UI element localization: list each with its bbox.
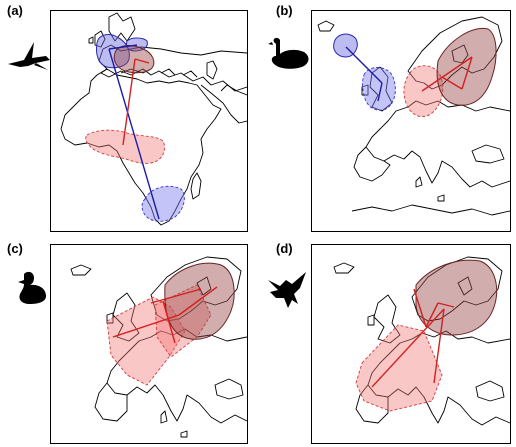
migration-route-blue [108,48,160,220]
coastline-britain [367,294,401,344]
coastline-iceland [333,262,355,274]
map-b-svg [317,16,510,216]
migration-route-red-d [162,300,176,344]
breeding-area-baltic [126,37,148,52]
coastline-black-sea [475,380,505,402]
migration-route-red-b [178,286,218,316]
panel-a-label: (a) [7,3,23,18]
migration-route-red-b [433,308,445,384]
tern-icon [8,42,50,70]
coastline-iberia [353,146,391,182]
swan-icon [268,37,309,69]
coastline-mediterranean-islands [415,176,445,202]
migration-route-red-c [150,288,202,304]
coastline-iceland [317,20,335,32]
coastline-caspian [206,60,218,80]
migration-route-red-e [437,302,455,308]
migration-route-red [421,56,473,92]
coastline-iberia [355,384,389,424]
migration-route-blue-b [377,82,383,102]
map-c-svg [70,256,247,438]
map-panel-a [50,10,248,232]
coastline-africa [351,204,510,216]
coastline-black-sea [214,378,244,400]
breeding-area-iceland [333,33,358,58]
coastline-britain [106,292,140,342]
panel-b-label: (b) [276,3,293,18]
migration-route-blue [345,46,383,84]
coastline-scandinavia [108,12,136,42]
coastline-europe [365,100,510,188]
map-panel-c [50,244,248,444]
coastline-iberia-africa [60,68,222,226]
migration-route-blue-local [108,44,138,50]
coastline-black-sea [471,144,505,164]
coastline-britain [88,30,106,48]
coastline-islands [160,410,188,438]
map-panel-d [311,244,511,444]
panel-d-label: (d) [276,241,293,256]
migration-route-red-b [461,56,473,90]
wintering-area-central-europe [403,65,444,117]
wintering-area-southwest [355,324,443,412]
coastline-madagascar [190,172,202,200]
breeding-area-north [96,34,130,69]
coastline-scandinavia [407,16,503,90]
migration-route-red-c [413,288,427,328]
breeding-area-russia [436,27,497,106]
coastline-europe [106,328,247,424]
coastline-scandinavia [150,256,242,322]
wintering-area-britain [362,67,396,111]
migration-route-red-local [134,58,150,64]
breeding-area-northeast [415,259,498,336]
migration-route-red-c [441,76,463,90]
duck-icon [18,271,46,304]
breeding-area-northeast [164,262,235,340]
migration-route-red [122,58,136,146]
coastline-europe [367,330,510,426]
wintering-area-south-africa [141,185,185,222]
map-d-svg [333,256,510,426]
coastline-arabia [200,84,247,124]
coastline-britain [361,66,393,112]
coastline-iceland [70,264,92,276]
wintering-area-west-africa [85,129,165,164]
wintering-area-central [154,284,212,358]
coastline-iberia [94,382,128,422]
migration-route-red-a [371,308,445,388]
map-a-svg [60,12,247,226]
panel-c-label: (c) [7,241,23,256]
migration-route-red-d [425,302,439,328]
raptor-icon [268,272,306,308]
map-panel-b [311,10,511,232]
